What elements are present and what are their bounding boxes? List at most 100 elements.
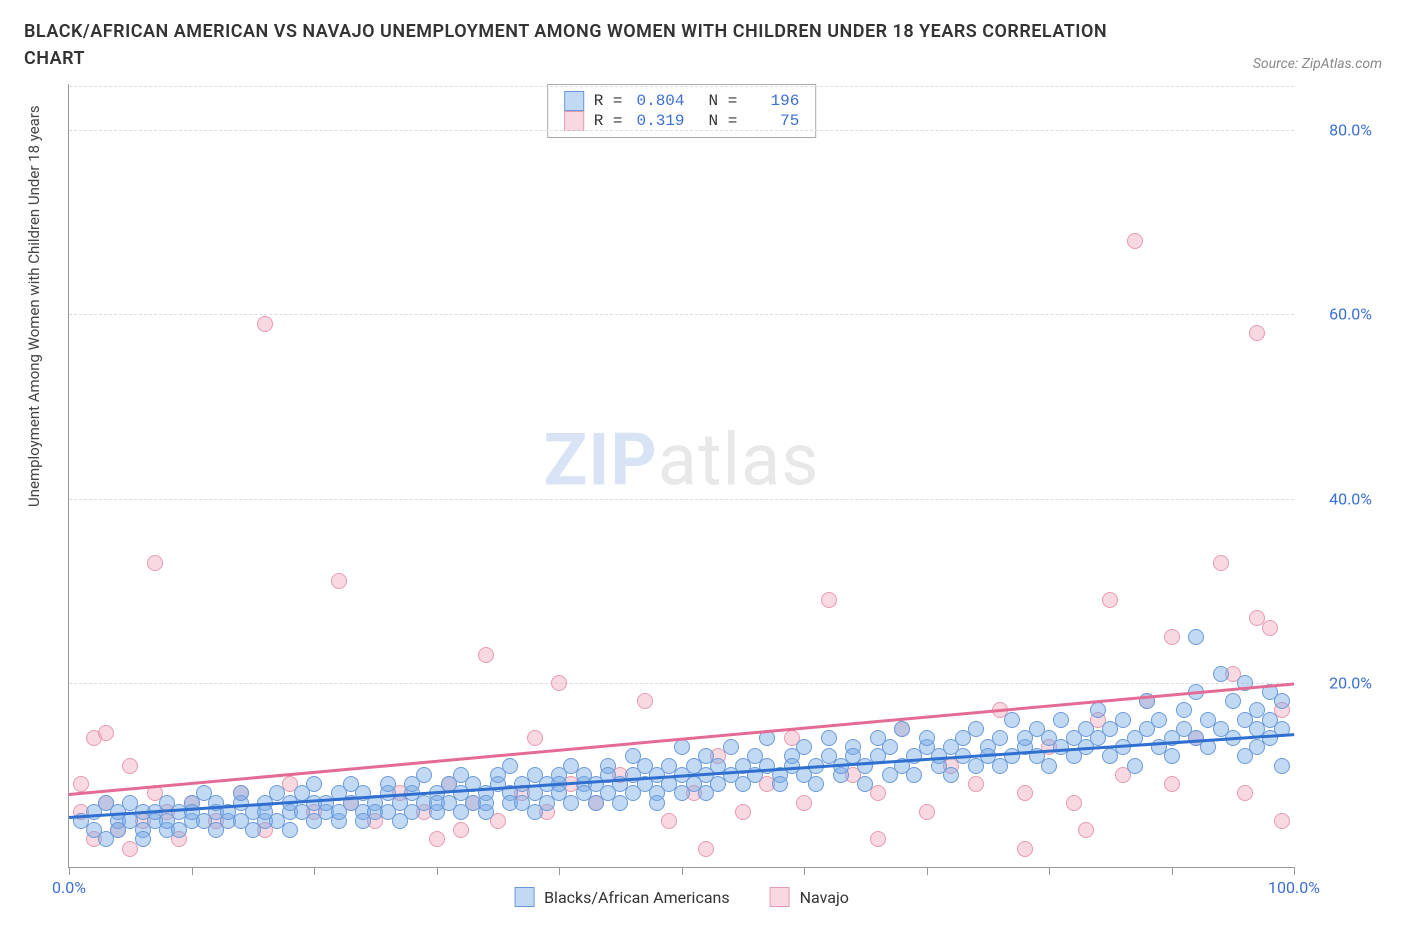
scatter-point-blue (135, 831, 151, 847)
scatter-point-pink (735, 804, 751, 820)
legend-label: Blacks/African Americans (544, 888, 730, 907)
gridline (69, 499, 1294, 500)
scatter-point-pink (331, 573, 347, 589)
scatter-point-pink (698, 841, 714, 857)
scatter-point-blue (478, 795, 494, 811)
x-tick-label: 100.0% (1268, 878, 1320, 897)
x-tick (69, 867, 70, 875)
chart-container: Unemployment Among Women with Children U… (24, 78, 1384, 916)
scatter-point-blue (919, 730, 935, 746)
scatter-point-pink (661, 813, 677, 829)
scatter-point-blue (502, 758, 518, 774)
x-tick (437, 867, 438, 875)
scatter-point-pink (147, 555, 163, 571)
scatter-point-pink (1078, 822, 1094, 838)
swatch-blue (514, 887, 534, 907)
scatter-point-blue (882, 739, 898, 755)
scatter-point-blue (772, 776, 788, 792)
gridline (69, 683, 1294, 684)
scatter-point-blue (857, 776, 873, 792)
stat-N-value: 196 (747, 92, 799, 110)
y-tick-label: 80.0% (1329, 121, 1372, 140)
x-tick (1049, 867, 1050, 875)
scatter-point-pink (478, 647, 494, 663)
scatter-point-pink (73, 776, 89, 792)
scatter-point-blue (808, 776, 824, 792)
swatch-pink (770, 887, 790, 907)
scatter-point-blue (649, 795, 665, 811)
scatter-point-blue (1274, 758, 1290, 774)
scatter-point-pink (527, 730, 543, 746)
scatter-point-pink (122, 758, 138, 774)
scatter-point-pink (1249, 325, 1265, 341)
scatter-point-pink (796, 795, 812, 811)
scatter-point-blue (1151, 712, 1167, 728)
scatter-point-pink (968, 776, 984, 792)
scatter-point-pink (870, 831, 886, 847)
legend: Blacks/African Americans Navajo (514, 887, 849, 907)
scatter-point-pink (1164, 776, 1180, 792)
stat-R-label: R = (594, 112, 623, 130)
scatter-point-pink (637, 693, 653, 709)
legend-item-pink: Navajo (770, 887, 849, 907)
scatter-point-blue (1090, 702, 1106, 718)
scatter-point-blue (796, 739, 812, 755)
scatter-point-blue (894, 721, 910, 737)
plot-area: ZIPatlas R =0.804N =196R =0.319N =75 Bla… (68, 84, 1294, 868)
scatter-point-blue (233, 785, 249, 801)
scatter-point-pink (1274, 813, 1290, 829)
y-tick-label: 60.0% (1329, 305, 1372, 324)
stats-row-blue: R =0.804N =196 (564, 91, 800, 111)
y-tick-label: 40.0% (1329, 489, 1372, 508)
scatter-point-blue (1213, 666, 1229, 682)
scatter-point-pink (429, 831, 445, 847)
scatter-point-blue (282, 822, 298, 838)
scatter-point-blue (1004, 712, 1020, 728)
stat-N-value: 75 (747, 112, 799, 130)
gridline (69, 130, 1294, 131)
stat-R-value: 0.319 (633, 112, 685, 130)
scatter-point-blue (306, 776, 322, 792)
x-tick (314, 867, 315, 875)
scatter-point-blue (821, 730, 837, 746)
stats-row-pink: R = 0.319 N = 75 (564, 111, 800, 131)
scatter-point-pink (98, 725, 114, 741)
scatter-point-blue (416, 767, 432, 783)
scatter-point-pink (257, 316, 273, 332)
source-label: Source: ZipAtlas.com (1253, 56, 1382, 72)
x-tick (559, 867, 560, 875)
scatter-point-blue (1164, 748, 1180, 764)
scatter-point-blue (1274, 693, 1290, 709)
x-tick (1172, 867, 1173, 875)
scatter-point-pink (919, 804, 935, 820)
scatter-point-blue (992, 730, 1008, 746)
scatter-point-blue (1115, 712, 1131, 728)
scatter-point-pink (821, 592, 837, 608)
scatter-point-blue (1127, 758, 1143, 774)
stat-N-label: N = (709, 92, 738, 110)
y-axis-label: Unemployment Among Women with Children U… (25, 487, 43, 507)
scatter-point-pink (1127, 233, 1143, 249)
swatch-pink (564, 111, 584, 131)
x-tick (192, 867, 193, 875)
stat-R-label: R = (594, 92, 623, 110)
x-tick (682, 867, 683, 875)
scatter-point-pink (1066, 795, 1082, 811)
scatter-point-pink (1164, 629, 1180, 645)
y-tick-label: 20.0% (1329, 673, 1372, 692)
x-tick-label: 0.0% (52, 878, 86, 897)
x-tick (927, 867, 928, 875)
scatter-point-pink (1237, 785, 1253, 801)
scatter-point-blue (1041, 758, 1057, 774)
legend-item-blue: Blacks/African Americans (514, 887, 730, 907)
scatter-point-blue (943, 767, 959, 783)
scatter-point-blue (674, 739, 690, 755)
scatter-point-pink (453, 822, 469, 838)
chart-title: BLACK/AFRICAN AMERICAN VS NAVAJO UNEMPLO… (24, 18, 1124, 72)
scatter-point-pink (551, 675, 567, 691)
stat-N-label: N = (709, 112, 738, 130)
scatter-point-blue (968, 721, 984, 737)
gridline (69, 314, 1294, 315)
swatch-blue (564, 91, 584, 111)
scatter-point-blue (723, 739, 739, 755)
